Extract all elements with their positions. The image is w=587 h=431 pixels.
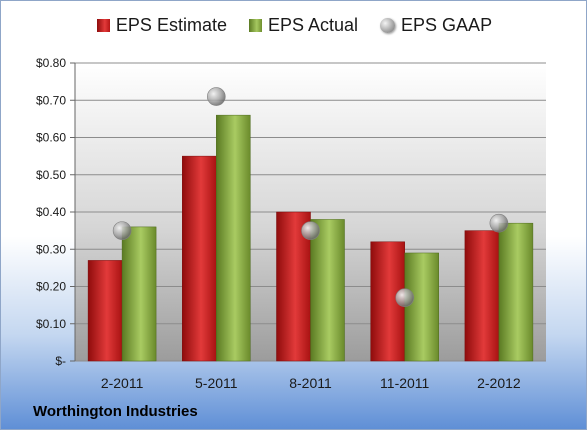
y-tick-label: $0.70 [36,93,66,107]
x-tick-label: 5-2011 [195,375,238,391]
x-axis-ticks: 2-2011 5-2011 8-2011 11-2011 2-2012 [101,375,521,391]
bar-eps-estimate [182,155,217,362]
bar-eps-estimate [87,260,123,362]
y-tick-label: $- [55,354,66,368]
marker-eps-gaap [301,221,320,240]
bar-eps-actual [216,114,251,362]
gaap-marker-icon [380,18,396,33]
marker-eps-gaap [112,221,132,240]
y-tick-label: $0.20 [36,280,66,294]
x-tick-label: 8-2011 [289,375,332,391]
legend-item-gaap: EPS GAAP [380,15,492,36]
y-tick-label: $0.10 [36,317,66,331]
legend: EPS Estimate EPS Actual EPS GAAP [1,15,587,36]
bar-eps-estimate [464,230,500,362]
legend-label-gaap: EPS GAAP [401,15,493,35]
estimate-swatch-icon [96,19,110,32]
bar-eps-actual [310,219,345,362]
bar-eps-actual [498,222,534,362]
x-tick-label: 2-2012 [477,375,521,391]
marker-eps-gaap [395,288,415,307]
x-tick-label: 11-2011 [380,375,430,391]
legend-item-actual: EPS Actual [248,15,359,36]
y-tick-label: $0.30 [36,242,66,256]
gaap-markers [112,87,509,307]
x-tick-label: 2-2011 [101,375,144,391]
marker-eps-gaap [489,213,509,233]
legend-item-estimate: EPS Estimate [96,15,227,36]
bar-eps-actual [121,226,157,362]
legend-label-estimate: EPS Estimate [115,15,227,35]
bar-eps-actual [404,252,439,362]
y-tick-label: $0.40 [36,205,66,219]
y-tick-label: $0.60 [36,131,66,145]
actual-swatch-icon [248,19,262,32]
y-axis-ticks: $- $0.10 $0.20 $0.30 $0.40 $0.50 $0.60 $0.70 $0.… [36,56,66,368]
company-name: Worthington Industries [33,403,198,420]
legend-label-actual: EPS Actual [267,15,359,35]
y-tick-label: $0.50 [36,168,66,182]
marker-eps-gaap [207,87,226,106]
y-tick-label: $0.80 [36,56,66,70]
